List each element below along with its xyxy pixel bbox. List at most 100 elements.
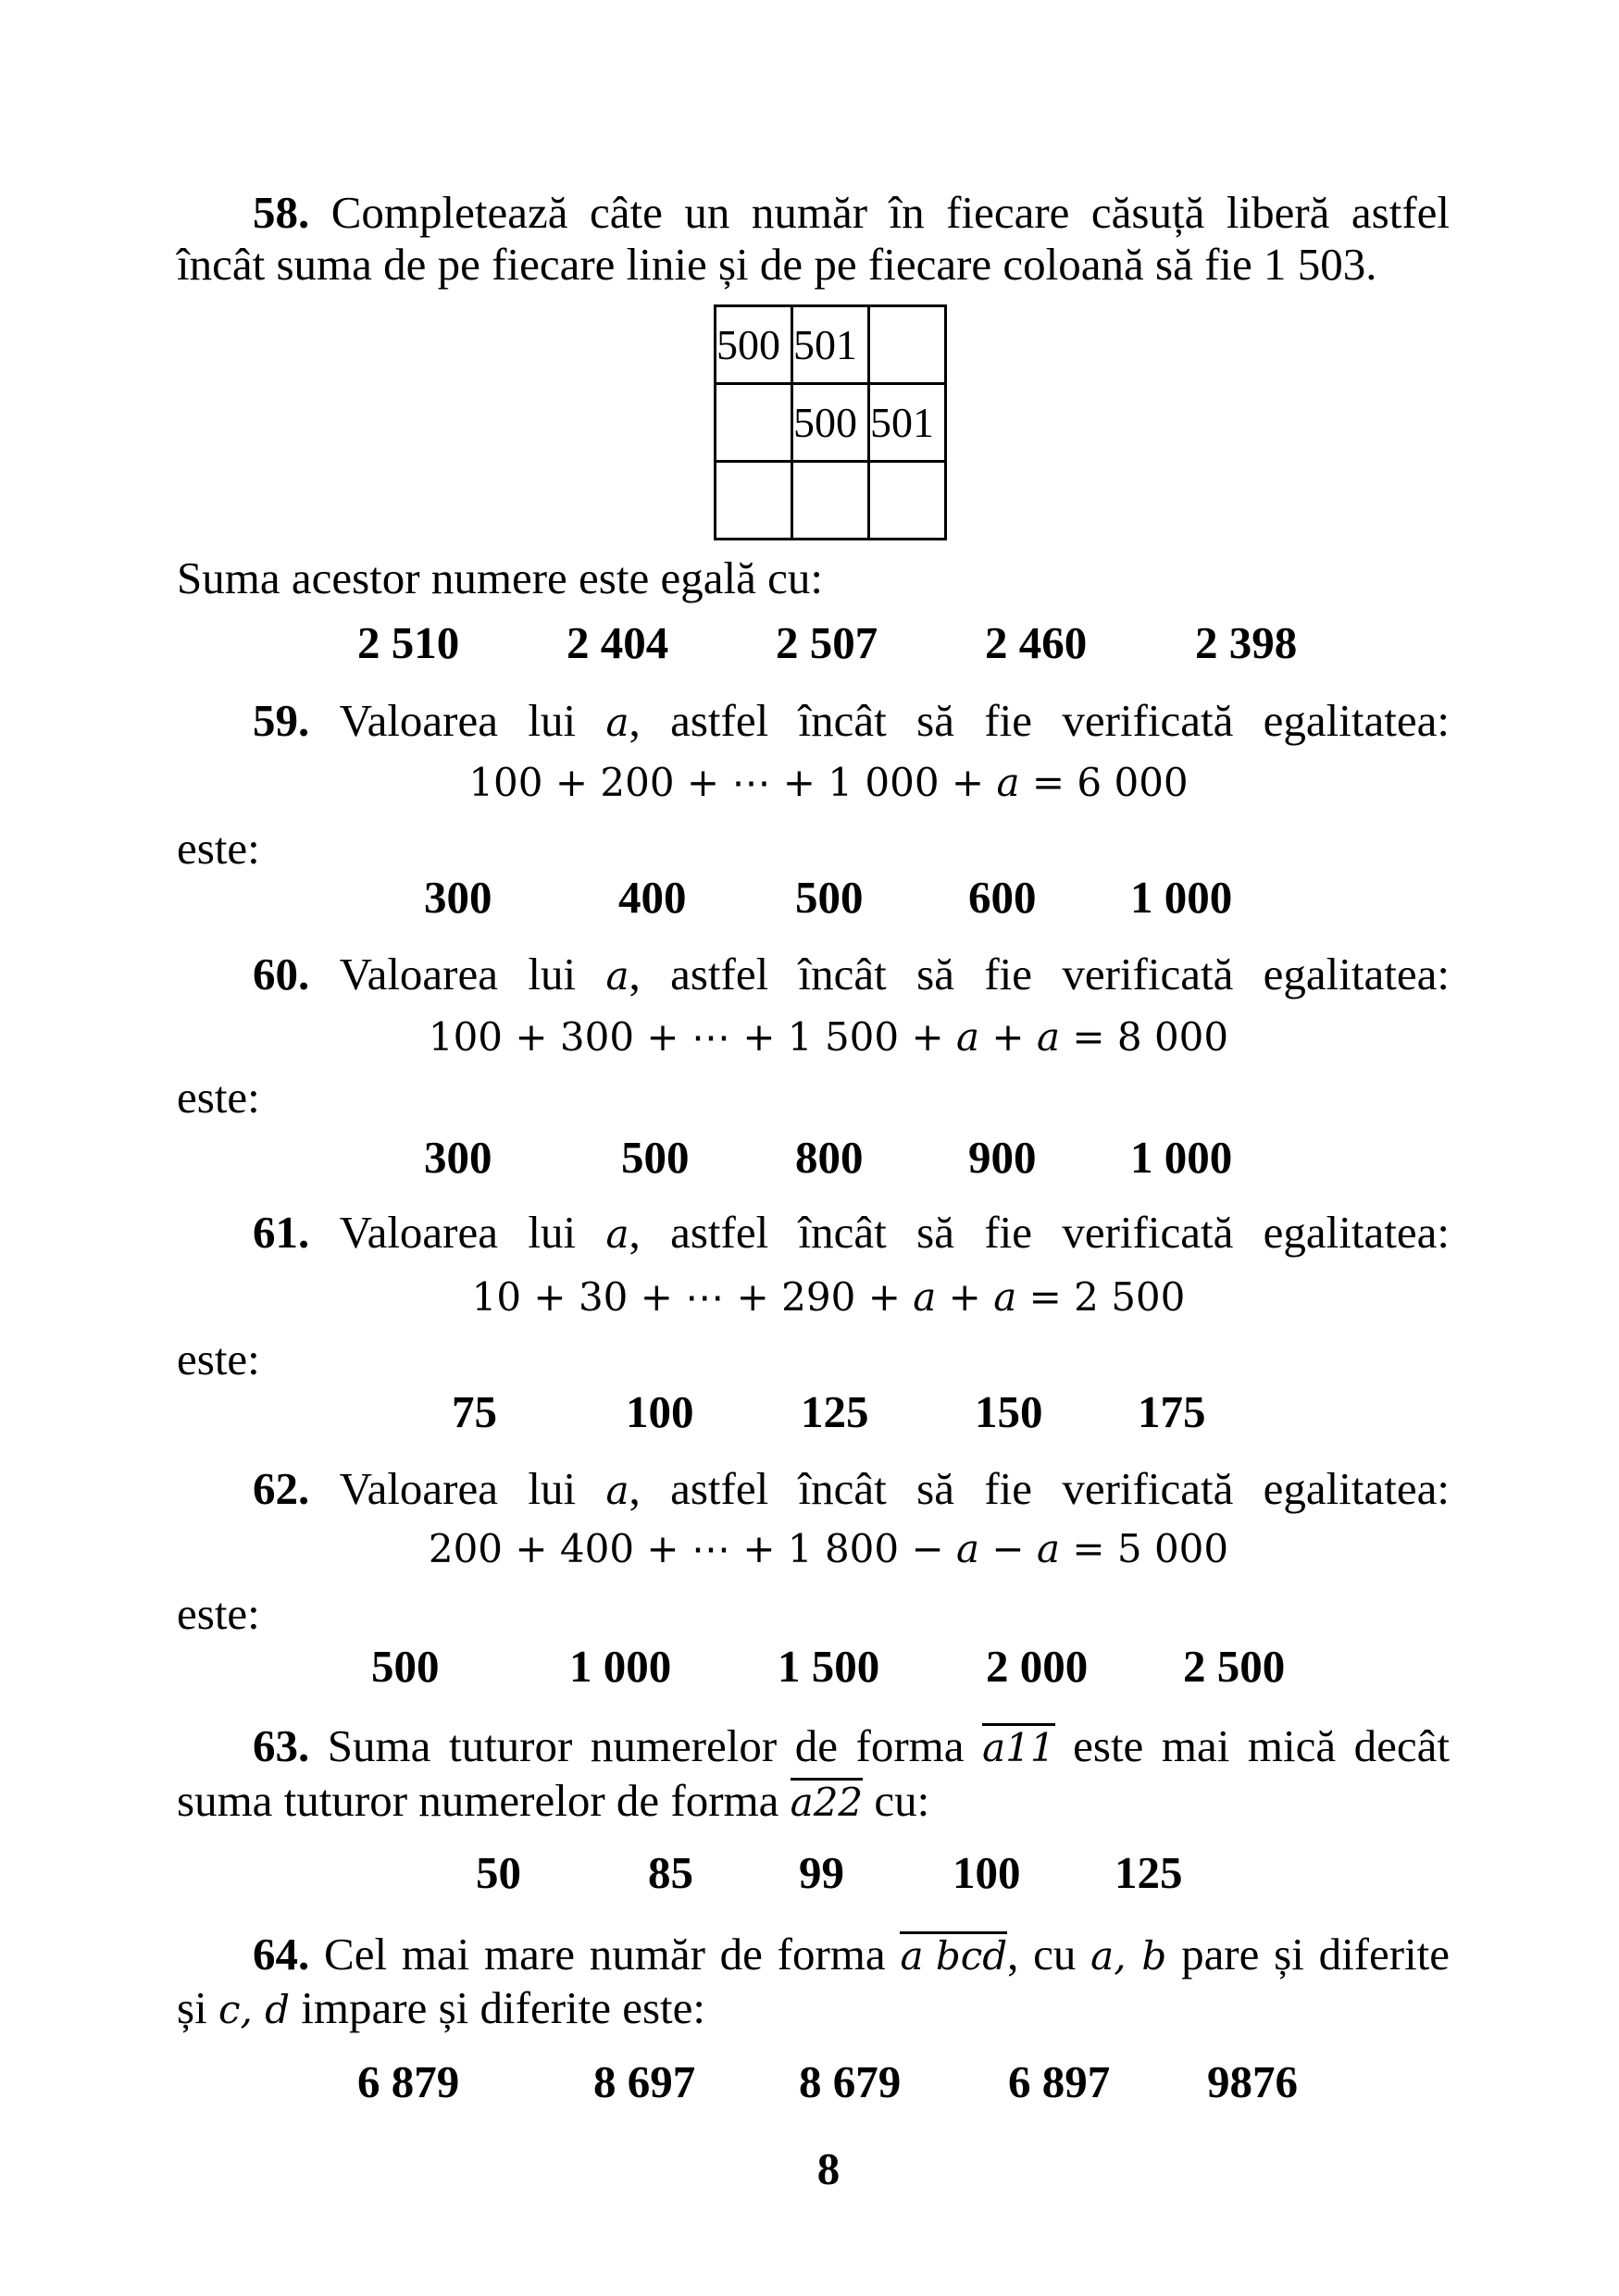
answer-option[interactable]: 8 697 <box>593 2056 696 2107</box>
answer-option[interactable]: 300 <box>424 1132 492 1183</box>
variable: a <box>913 1274 937 1320</box>
grid-cell[interactable] <box>714 460 793 540</box>
answer-option[interactable]: 2 460 <box>985 617 1088 668</box>
overlined-number-form: a22 <box>790 1778 864 1825</box>
answer-option[interactable]: 900 <box>968 1132 1037 1183</box>
answer-option[interactable]: 85 <box>648 1847 693 1898</box>
problem-58-line1: 58. Completează câte un număr în fiecare… <box>253 185 1450 241</box>
problem-63-line2: suma tuturor numerelor de forma a22 cu: <box>177 1773 929 1829</box>
variable: a <box>996 760 1020 805</box>
problem-text: este mai mică decât <box>1073 1720 1450 1771</box>
problem-text: Valoarea lui <box>339 1207 577 1258</box>
answer-option[interactable]: 800 <box>795 1132 864 1183</box>
answer-option[interactable]: 1 000 <box>569 1641 672 1692</box>
problem-text: cu: <box>874 1775 930 1826</box>
problem-text: pare și diferite <box>1181 1929 1451 1980</box>
grid-cell[interactable] <box>714 382 793 463</box>
problem-62-line1: 62. Valoarea lui a, astfel încât să fie … <box>253 1461 1450 1517</box>
variable: a <box>605 953 629 999</box>
variable: a <box>1036 1014 1060 1060</box>
problem-text: și <box>177 1982 207 2033</box>
grid-cell[interactable]: 501 <box>791 304 870 385</box>
answer-option[interactable]: 1 000 <box>1130 1132 1233 1183</box>
problem-59-line1: 59. Valoarea lui a, astfel încât să fie … <box>253 693 1450 749</box>
number-form: a22 <box>790 1780 864 1825</box>
magic-square-grid: 500 501 500 501 <box>714 304 947 540</box>
problem-text: , astfel încât să fie verificată egalita… <box>629 949 1450 999</box>
equation: 10 + 30 + ⋯ + 290 + a + a = 2 500 <box>471 1274 1186 1320</box>
problem-text: impare și diferite este: <box>301 1982 706 2033</box>
answer-option[interactable]: 6 879 <box>357 2056 460 2107</box>
variable: a <box>956 1014 980 1060</box>
answer-option[interactable]: 150 <box>975 1386 1043 1437</box>
variable: a <box>956 1526 980 1571</box>
equation: 100 + 200 + ⋯ + 1 000 + a = 6 000 <box>468 760 1189 805</box>
problem-tail: este: <box>177 1072 260 1123</box>
problem-text: Suma tuturor numerelor de forma <box>327 1720 965 1771</box>
variables: c, d <box>218 1987 291 2032</box>
problem-text: , astfel încât să fie verificată egalita… <box>629 695 1450 746</box>
overlined-number-form: a11 <box>982 1723 1055 1770</box>
number-form: a bcd <box>900 1933 1008 1979</box>
answer-option[interactable]: 2 507 <box>776 617 878 668</box>
answer-option[interactable]: 2 500 <box>1183 1641 1286 1692</box>
answer-option[interactable]: 300 <box>424 872 492 923</box>
problem-64-line1: 64. Cel mai mare număr de forma a bcd, c… <box>253 1927 1450 1982</box>
overlined-number-form: a bcd <box>900 1931 1008 1979</box>
problem-number: 62. <box>253 1463 310 1514</box>
number-form: a11 <box>982 1725 1055 1770</box>
problem-58-question: Suma acestor numere este egală cu: <box>177 552 823 603</box>
problem-number: 63. <box>253 1720 310 1771</box>
problem-text: suma tuturor numerelor de forma <box>177 1775 779 1826</box>
problem-number: 58. <box>253 187 310 238</box>
answer-option[interactable]: 175 <box>1138 1386 1206 1437</box>
grid-cell[interactable] <box>867 460 947 540</box>
answer-option[interactable]: 75 <box>452 1386 497 1437</box>
grid-cell[interactable]: 501 <box>867 382 947 463</box>
answer-option[interactable]: 1 000 <box>1130 872 1233 923</box>
problem-text: , cu <box>1007 1929 1077 1980</box>
answer-option[interactable]: 99 <box>799 1847 844 1898</box>
answer-option[interactable]: 100 <box>626 1386 694 1437</box>
equation: 100 + 300 + ⋯ + 1 500 + a + a = 8 000 <box>428 1014 1229 1060</box>
page-number: 8 <box>816 2143 841 2194</box>
grid-cell[interactable] <box>867 304 947 385</box>
problem-text: , astfel încât să fie verificată egalita… <box>629 1207 1450 1258</box>
grid-cell[interactable]: 500 <box>714 304 793 385</box>
answer-option[interactable]: 6 897 <box>1008 2056 1111 2107</box>
variable: a <box>605 1468 629 1513</box>
problem-63-line1: 63. Suma tuturor numerelor de forma a11 … <box>253 1719 1450 1774</box>
answer-option[interactable]: 2 000 <box>986 1641 1089 1692</box>
problem-number: 64. <box>253 1929 310 1980</box>
problem-text: Valoarea lui <box>339 695 577 746</box>
answer-option[interactable]: 500 <box>621 1132 690 1183</box>
answer-option[interactable]: 8 679 <box>799 2056 902 2107</box>
problem-text: , astfel încât să fie verificată egalita… <box>629 1463 1450 1514</box>
variables: a, b <box>1090 1933 1167 1979</box>
answer-option[interactable]: 50 <box>476 1847 521 1898</box>
answer-option[interactable]: 125 <box>1115 1847 1183 1898</box>
answer-option[interactable]: 1 500 <box>778 1641 880 1692</box>
problem-tail: este: <box>177 1588 260 1639</box>
problem-tail: este: <box>177 1334 260 1384</box>
problem-tail: este: <box>177 823 260 874</box>
problem-text: Valoarea lui <box>339 1463 577 1514</box>
answer-option[interactable]: 125 <box>801 1386 869 1437</box>
problem-number: 60. <box>253 949 310 999</box>
problem-number: 61. <box>253 1207 310 1258</box>
answer-option[interactable]: 500 <box>371 1641 440 1692</box>
problem-60-line1: 60. Valoarea lui a, astfel încât să fie … <box>253 947 1450 1002</box>
answer-option[interactable]: 9876 <box>1207 2056 1298 2107</box>
answer-option[interactable]: 500 <box>795 872 864 923</box>
grid-cell[interactable] <box>791 460 870 540</box>
problem-text: Cel mai mare număr de forma <box>324 1929 886 1980</box>
answer-option[interactable]: 2 510 <box>357 617 460 668</box>
variable: a <box>605 700 629 745</box>
problem-text: Valoarea lui <box>339 949 577 999</box>
answer-option[interactable]: 600 <box>968 872 1037 923</box>
answer-option[interactable]: 400 <box>618 872 687 923</box>
answer-option[interactable]: 100 <box>953 1847 1021 1898</box>
answer-option[interactable]: 2 404 <box>567 617 669 668</box>
answer-option[interactable]: 2 398 <box>1195 617 1298 668</box>
grid-cell[interactable]: 500 <box>791 382 870 463</box>
